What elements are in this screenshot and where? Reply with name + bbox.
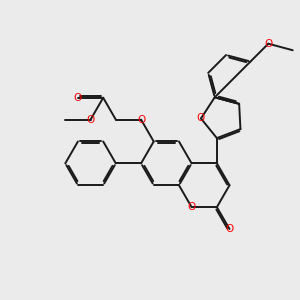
- Text: O: O: [74, 93, 82, 103]
- Text: O: O: [86, 115, 95, 124]
- Text: O: O: [137, 115, 145, 124]
- Text: O: O: [225, 224, 234, 234]
- Text: O: O: [197, 113, 205, 124]
- Text: O: O: [264, 39, 272, 49]
- Text: O: O: [188, 202, 196, 212]
